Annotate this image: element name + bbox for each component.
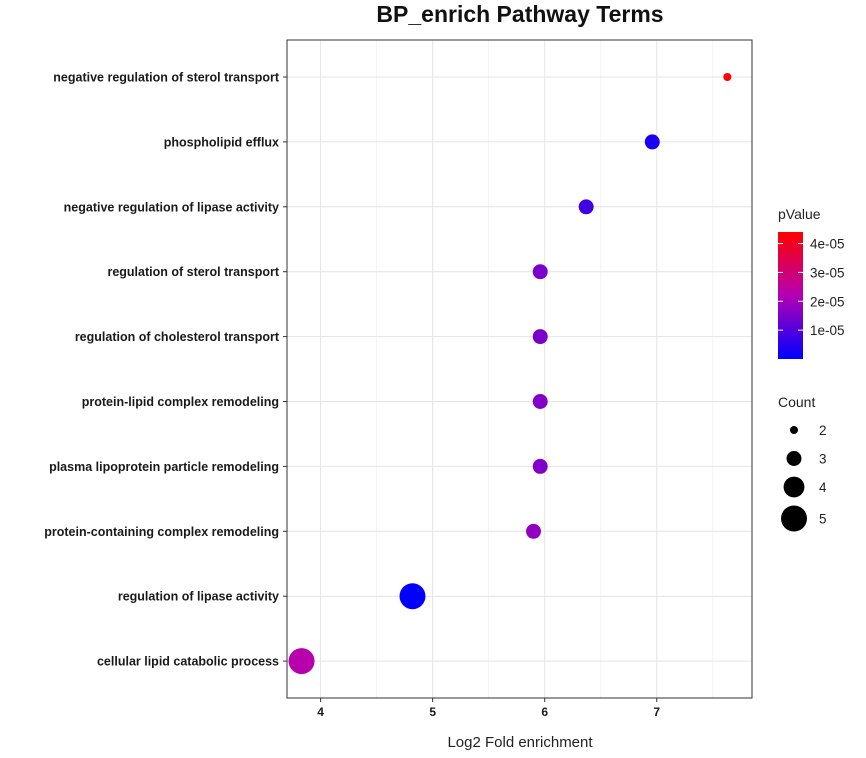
y-tick-label: phospholipid efflux [164, 135, 279, 149]
size-legend: Count 2 3 4 5 [778, 394, 827, 532]
size-legend-dot [790, 426, 798, 434]
size-legend-dot [781, 505, 807, 532]
x-axis-ticks: 4 5 6 7 [317, 698, 660, 719]
x-axis-label: Log2 Fold enrichment [447, 734, 593, 751]
y-tick-label: protein-containing complex remodeling [44, 525, 279, 539]
y-tick-label: regulation of lipase activity [118, 590, 279, 604]
color-legend-tick-label: 4e-05 [810, 237, 845, 252]
y-tick-label: regulation of cholesterol transport [75, 330, 280, 344]
color-legend-tick-label: 1e-05 [810, 323, 845, 338]
size-legend-dot [783, 476, 805, 498]
data-point [723, 73, 732, 81]
y-tick-label: negative regulation of lipase activity [64, 200, 279, 214]
size-legend-items: 2 3 4 5 [781, 423, 827, 532]
color-legend-title: pValue [778, 206, 821, 222]
color-legend-ticks: 1e-05 2e-05 3e-05 4e-05 [778, 237, 845, 338]
color-legend: pValue 1e-05 2e-05 3e-05 4e-05 [778, 206, 845, 359]
data-point [399, 583, 426, 610]
size-legend-title: Count [778, 394, 815, 410]
chart-title: BP_enrich Pathway Terms [376, 1, 663, 27]
data-point [578, 199, 594, 215]
color-legend-tick-label: 2e-05 [810, 294, 845, 309]
x-tick-label: 6 [541, 705, 548, 719]
y-tick-label: regulation of sterol transport [107, 265, 279, 279]
plot-panel-border [286, 39, 753, 699]
y-tick-label: negative regulation of sterol transport [53, 71, 280, 85]
x-tick-label: 4 [317, 705, 324, 719]
color-legend-tick-label: 3e-05 [810, 265, 845, 280]
color-legend-bar [778, 232, 803, 359]
data-point [644, 134, 660, 150]
size-legend-label: 3 [819, 452, 827, 467]
size-legend-label: 4 [819, 480, 827, 495]
data-point [526, 523, 541, 539]
y-tick-label: plasma lipoprotein particle remodeling [49, 460, 279, 474]
size-legend-label: 2 [819, 423, 827, 438]
data-point [532, 329, 548, 345]
size-legend-label: 5 [819, 512, 827, 527]
points [288, 73, 732, 675]
y-tick-label: protein-lipid complex remodeling [82, 395, 279, 409]
grid-lines [287, 40, 752, 698]
y-axis-ticks: negative regulation of sterol transport p… [44, 71, 287, 669]
data-point [532, 264, 548, 280]
x-tick-label: 7 [653, 705, 660, 719]
data-point [532, 394, 548, 409]
data-point [532, 458, 548, 474]
y-tick-label: cellular lipid catabolic process [97, 655, 279, 669]
data-point [288, 648, 315, 675]
size-legend-dot [786, 451, 802, 466]
x-tick-label: 5 [429, 705, 436, 719]
